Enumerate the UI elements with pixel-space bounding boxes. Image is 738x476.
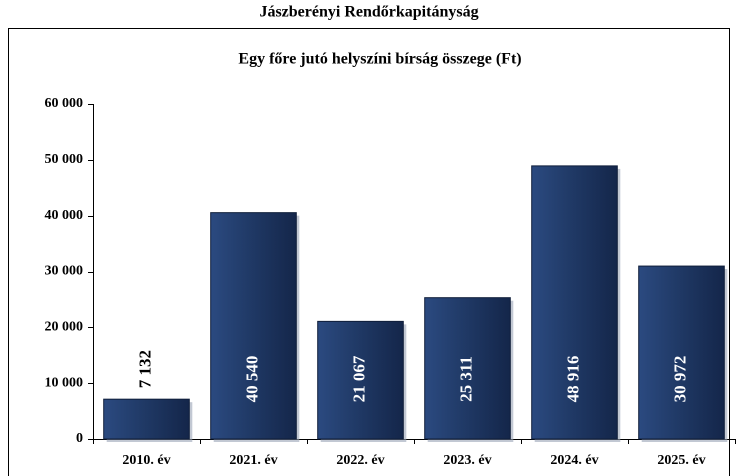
bar xyxy=(103,398,190,440)
y-tick-label: 10 000 xyxy=(45,375,84,390)
x-tick-label: 2023. év xyxy=(443,453,491,468)
bar xyxy=(638,265,725,440)
value-label: 40 540 xyxy=(242,356,261,403)
x-tick-label: 2010. év xyxy=(122,453,170,468)
x-tick-label: 2022. év xyxy=(336,453,384,468)
y-tick-label: 30 000 xyxy=(45,264,84,279)
bar xyxy=(210,212,297,440)
value-label: 30 972 xyxy=(670,356,689,403)
y-tick-label: 0 xyxy=(76,431,83,446)
y-tick-label: 50 000 xyxy=(45,152,84,167)
x-tick-label: 2024. év xyxy=(550,453,598,468)
value-label: 21 067 xyxy=(349,355,368,402)
value-label: 7 132 xyxy=(135,350,154,388)
bar xyxy=(424,297,511,440)
x-tick-label: 2021. év xyxy=(229,453,277,468)
y-tick-label: 20 000 xyxy=(45,320,84,335)
x-tick-label: 2025. év xyxy=(657,453,705,468)
value-label: 25 311 xyxy=(456,356,475,402)
bar xyxy=(317,320,404,440)
page-title: Jászberényi Rendőrkapitányság xyxy=(259,4,478,21)
y-tick-label: 40 000 xyxy=(45,208,84,223)
chart-title: Egy főre jutó helyszíni bírság összege (… xyxy=(238,51,521,68)
bar xyxy=(531,165,618,440)
value-label: 48 916 xyxy=(563,356,582,403)
y-tick-label: 60 000 xyxy=(45,96,84,111)
